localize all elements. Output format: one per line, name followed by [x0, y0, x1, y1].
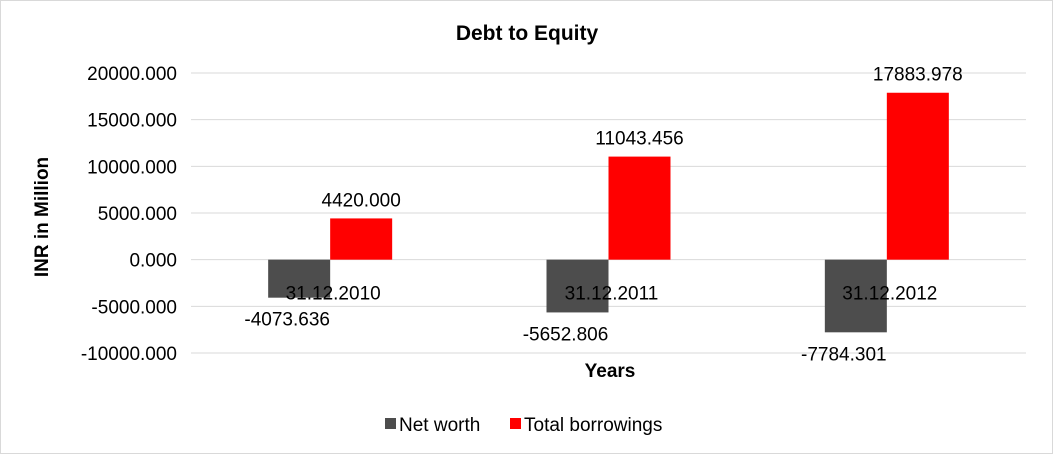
- category-label: 31.12.2010: [286, 284, 381, 305]
- data-label: 17883.978: [873, 65, 963, 86]
- y-tick-label: -5000.000: [91, 297, 177, 318]
- data-label: 4420.000: [322, 190, 401, 211]
- data-labels: -4073.636 4420.000 -5652.806 11043.456 -7784…: [244, 65, 962, 366]
- y-tick-label: -10000.000: [81, 344, 177, 365]
- bar-net-worth: [546, 259, 609, 313]
- y-tick-label: 15000.000: [87, 111, 177, 132]
- x-axis-title: Years: [585, 361, 636, 382]
- bar-total-borrowings: [886, 92, 949, 260]
- bar-total-borrowings: [608, 156, 671, 260]
- legend-total-borrowings-label: Total borrowings: [524, 415, 662, 436]
- bar-net-worth: [824, 259, 887, 333]
- category-label: 31.12.2011: [565, 284, 659, 305]
- bar-total-borrowings: [330, 218, 393, 260]
- legend-net-worth-swatch: [385, 418, 396, 429]
- y-tick-label: 10000.000: [87, 157, 177, 178]
- data-label: -4073.636: [244, 310, 330, 331]
- category-labels: 31.12.2010 31.12.2011 31.12.2012: [286, 284, 938, 305]
- category-label: 31.12.2012: [842, 284, 937, 305]
- legend: Net worth Total borrowings: [385, 415, 662, 436]
- y-tick-label: 5000.000: [98, 204, 177, 225]
- y-axis-ticks: 20000.000 15000.000 10000.000 5000.000 0.000…: [81, 64, 177, 365]
- data-label: -5652.806: [523, 324, 609, 345]
- legend-net-worth-label: Net worth: [399, 415, 480, 436]
- bar-net-worth: [268, 259, 331, 298]
- y-axis-title: INR in Million: [32, 157, 53, 277]
- data-label: 11043.456: [595, 129, 683, 150]
- chart-title: Debt to Equity: [456, 22, 599, 45]
- y-tick-label: 20000.000: [87, 64, 177, 85]
- legend-total-borrowings-swatch: [510, 418, 521, 429]
- data-label: -7784.301: [801, 344, 887, 365]
- y-tick-label: 0.000: [129, 251, 177, 272]
- bars: [268, 92, 949, 333]
